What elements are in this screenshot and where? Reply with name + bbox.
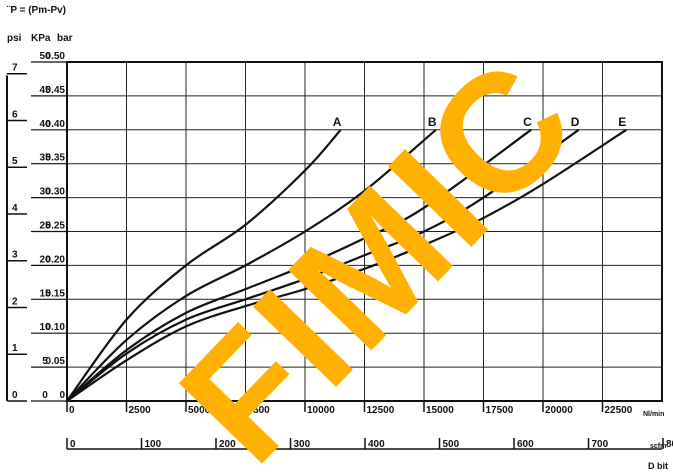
scfm-unit-label: scfm [650, 443, 666, 450]
psi-tick-label: 4 [12, 203, 18, 214]
nlmin-tick-label: 12500 [367, 405, 395, 416]
series-label-e: E [618, 115, 626, 129]
kpa-tick-label: 15 [39, 288, 51, 299]
bar-tick-label: 0.25 [46, 221, 66, 232]
bar-tick-label: 0.45 [46, 85, 66, 96]
scfm-tick-label: 700 [592, 439, 609, 450]
nlmin-tick-label: 10000 [307, 405, 335, 416]
psi-tick-label: 0 [12, 390, 18, 401]
kpa-tick-label: 35 [39, 153, 51, 164]
series-label-b: B [428, 115, 437, 129]
bar-tick-label: 0.15 [46, 288, 66, 299]
kpa-tick-label: 50 [39, 51, 51, 62]
flow-axis-caption: D bit [648, 461, 668, 471]
psi-unit-label: psi [7, 33, 22, 44]
scfm-tick-label: 500 [443, 439, 460, 450]
series-curve-a [66, 129, 342, 402]
scfm-tick-label: 600 [517, 439, 534, 450]
bar-tick-label: 0.40 [46, 119, 66, 130]
series-label-d: D [571, 115, 580, 129]
nlmin-tick-label: 20000 [545, 405, 573, 416]
series-curve-c [66, 128, 532, 402]
kpa-tick-label: 5 [42, 356, 48, 367]
kpa-tick-label: 40 [39, 119, 51, 130]
psi-tick-label: 7 [12, 63, 18, 74]
kpa-tick-label: 30 [39, 187, 51, 198]
nlmin-tick-label: 5000 [188, 405, 211, 416]
series-label-c: C [523, 115, 532, 129]
scfm-tick-label: 300 [294, 439, 311, 450]
series-label-a: A [333, 115, 342, 129]
chart-series [66, 128, 627, 402]
bar-tick-label: 0.05 [46, 356, 66, 367]
nlmin-tick-label: 22500 [605, 405, 633, 416]
series-curve-d [66, 128, 580, 402]
kpa-tick-label: 10 [39, 322, 51, 333]
psi-tick-label: 2 [12, 296, 18, 307]
series-curve-e [66, 128, 627, 402]
bar-tick-label: 0.20 [46, 254, 66, 265]
kpa-tick-label: 0 [42, 390, 48, 401]
series-curve-b [66, 128, 437, 402]
chart-grid [67, 61, 662, 401]
bar-tick-label: 0 [59, 390, 65, 401]
scfm-tick-label: 400 [368, 439, 385, 450]
kpa-tick-label: 45 [39, 85, 51, 96]
bar-tick-label: 0.35 [46, 153, 66, 164]
delta-p-formula: ¨P = (Pm-Pv) [7, 5, 66, 16]
kpa-unit-label: KPa [31, 33, 51, 44]
nlmin-tick-label: 2500 [129, 405, 152, 416]
psi-tick-label: 3 [12, 250, 18, 261]
psi-tick-label: 1 [12, 343, 18, 354]
nlmin-tick-label: 17500 [486, 405, 514, 416]
nlmin-tick-label: 7500 [248, 405, 271, 416]
scfm-tick-label: 800 [666, 439, 673, 450]
psi-tick-label: 6 [12, 109, 18, 120]
bar-tick-label: 0.50 [46, 51, 66, 62]
kpa-tick-label: 25 [39, 221, 51, 232]
scfm-tick-label: 100 [145, 439, 162, 450]
bar-tick-label: 0.30 [46, 187, 66, 198]
nlmin-tick-label: 0 [69, 405, 75, 416]
nlmin-unit-label: Nl/min [643, 411, 664, 418]
psi-tick-label: 5 [12, 156, 18, 167]
chart-axes [6, 61, 664, 450]
bar-tick-label: 0.10 [46, 322, 66, 333]
scfm-tick-label: 200 [219, 439, 236, 450]
scfm-tick-label: 0 [70, 439, 76, 450]
nlmin-tick-label: 15000 [426, 405, 454, 416]
kpa-tick-label: 20 [39, 254, 51, 265]
bar-unit-label: bar [57, 33, 73, 44]
